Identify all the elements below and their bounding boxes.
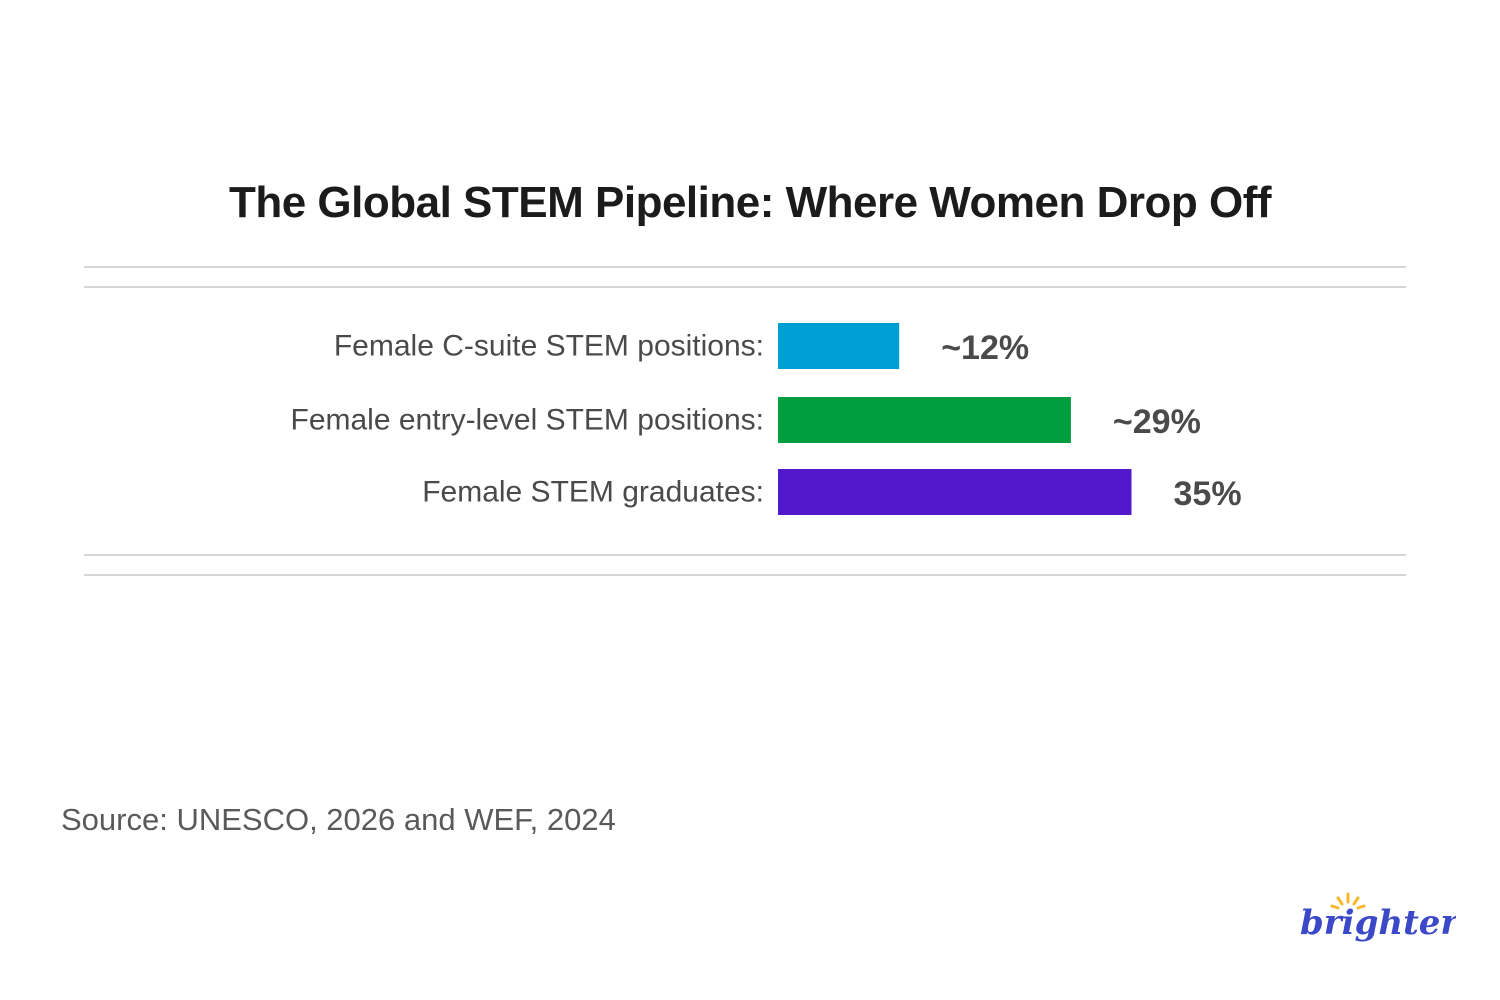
top-divider-2 [84, 286, 1406, 288]
category-label: Female STEM graduates: [422, 476, 764, 509]
bottom-divider-1 [84, 554, 1406, 556]
value-label: ~12% [941, 329, 1029, 367]
bar [778, 469, 1132, 515]
category-label: Female entry-level STEM positions: [291, 404, 765, 437]
category-label: Female C-suite STEM positions: [334, 330, 764, 363]
bar [778, 323, 900, 369]
logo-wordmark: brighterly [1300, 903, 1456, 943]
source-note: Source: UNESCO, 2026 and WEF, 2024 [61, 802, 616, 837]
value-label: ~29% [1113, 403, 1201, 441]
sun-rays-icon [1330, 892, 1366, 910]
top-divider-1 [84, 266, 1406, 268]
bar [778, 397, 1071, 443]
value-label: 35% [1174, 475, 1242, 513]
chart-title: The Global STEM Pipeline: Where Women Dr… [228, 178, 1272, 227]
bottom-divider-2 [84, 574, 1406, 576]
brighterly-logo: brighterly [1300, 892, 1456, 943]
